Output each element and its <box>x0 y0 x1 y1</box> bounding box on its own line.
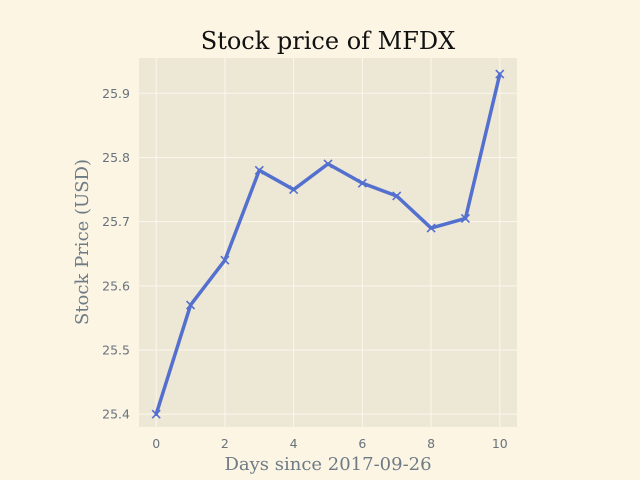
data-point-markers <box>151 69 505 419</box>
data-point <box>495 69 505 79</box>
data-point <box>392 191 402 201</box>
chart-title: Stock price of MFDX <box>201 27 455 55</box>
x-tick-label: 0 <box>152 436 160 451</box>
y-tick-label: 25.7 <box>102 214 130 229</box>
data-point <box>185 300 196 310</box>
x-tick-label: 4 <box>290 436 298 451</box>
x-axis-label: Days since 2017-09-26 <box>224 454 431 475</box>
y-tick-label: 25.4 <box>102 407 130 422</box>
data-point <box>357 178 367 188</box>
y-tick-label: 25.8 <box>102 150 130 165</box>
data-point <box>460 213 471 224</box>
data-point <box>254 165 264 175</box>
data-point <box>151 409 161 419</box>
data-point <box>220 255 230 265</box>
y-tick-label: 25.5 <box>102 342 130 357</box>
plot-area <box>139 58 517 427</box>
y-axis-label: Stock Price (USD) <box>72 159 93 325</box>
data-point <box>323 159 333 169</box>
x-tick-label: 8 <box>427 436 435 451</box>
y-axis-ticks: 25.4 25.5 25.6 25.7 25.8 25.9 <box>102 86 130 422</box>
data-point <box>289 184 299 195</box>
x-tick-label: 6 <box>358 436 366 451</box>
x-tick-label: 10 <box>492 436 508 451</box>
y-tick-label: 25.9 <box>102 86 130 101</box>
data-point <box>426 223 436 233</box>
x-tick-label: 2 <box>221 436 229 451</box>
x-axis-ticks: 0 2 4 6 8 10 <box>152 436 508 451</box>
y-tick-label: 25.6 <box>102 278 130 293</box>
